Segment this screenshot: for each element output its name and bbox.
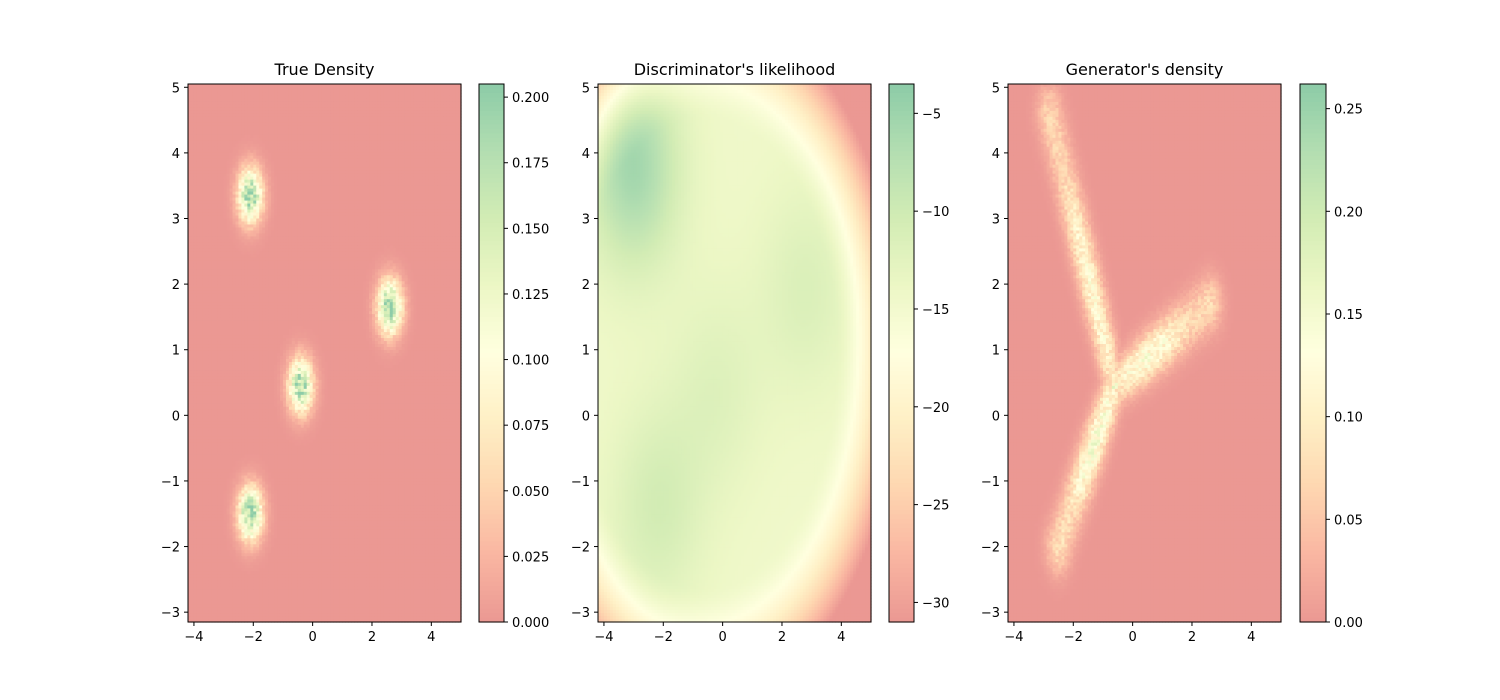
y-tick-label: 2 bbox=[172, 278, 180, 293]
x-tick-label: 2 bbox=[778, 630, 786, 645]
y-tick-label: 0 bbox=[582, 409, 590, 424]
colorbar-tick-label: 0.200 bbox=[512, 91, 549, 106]
colorbar-tick-label: −10 bbox=[922, 205, 949, 220]
colorbar-tick-label: 0.175 bbox=[512, 157, 549, 172]
colorbar-tick-label: 0.075 bbox=[512, 419, 549, 434]
x-tick-label: −4 bbox=[184, 630, 203, 645]
y-tick-label: −3 bbox=[981, 606, 1000, 621]
y-tick-label: 4 bbox=[582, 147, 590, 162]
y-tick-label: −2 bbox=[161, 541, 180, 556]
x-tick-label: 2 bbox=[1188, 630, 1196, 645]
x-tick-label: 4 bbox=[1247, 630, 1255, 645]
colorbar bbox=[889, 84, 914, 623]
y-tick-label: −2 bbox=[571, 541, 590, 556]
colorbar-tick-label: 0.125 bbox=[512, 288, 549, 303]
colorbar-tick-label: −30 bbox=[922, 596, 949, 611]
y-tick-label: 1 bbox=[172, 344, 180, 359]
colorbar bbox=[1300, 84, 1326, 623]
y-tick-label: 5 bbox=[992, 81, 1000, 96]
y-tick-label: −2 bbox=[981, 541, 1000, 556]
y-tick-label: 1 bbox=[582, 344, 590, 359]
plot-title: Discriminator's likelihood bbox=[634, 60, 836, 79]
y-tick-label: −1 bbox=[571, 475, 590, 490]
heatmap-cells bbox=[598, 84, 872, 623]
x-tick-label: 0 bbox=[308, 630, 316, 645]
x-tick-label: −2 bbox=[1064, 630, 1083, 645]
plot-title: Generator's density bbox=[1066, 60, 1224, 79]
y-tick-label: −1 bbox=[161, 475, 180, 490]
colorbar-tick-label: −15 bbox=[922, 303, 949, 318]
x-tick-label: 0 bbox=[718, 630, 726, 645]
y-tick-label: −3 bbox=[571, 606, 590, 621]
colorbar bbox=[479, 84, 504, 623]
x-tick-label: −2 bbox=[654, 630, 673, 645]
colorbar-tick-label: 0.15 bbox=[1334, 308, 1363, 323]
colorbar-tick-label: 0.10 bbox=[1334, 411, 1363, 426]
y-tick-label: 3 bbox=[582, 213, 590, 228]
heatmap-cells bbox=[1008, 84, 1282, 623]
x-tick-label: 2 bbox=[368, 630, 376, 645]
colorbar-tick-label: 0.20 bbox=[1334, 205, 1363, 220]
y-tick-label: 5 bbox=[582, 81, 590, 96]
x-tick-label: 4 bbox=[837, 630, 845, 645]
y-tick-label: 3 bbox=[992, 213, 1000, 228]
y-tick-label: 0 bbox=[992, 409, 1000, 424]
x-tick-label: −2 bbox=[244, 630, 263, 645]
y-tick-label: 3 bbox=[172, 213, 180, 228]
colorbar-tick-label: 0.000 bbox=[512, 616, 549, 631]
y-tick-label: 2 bbox=[992, 278, 1000, 293]
colorbar-tick-label: 0.150 bbox=[512, 222, 549, 237]
colorbar-tick-label: 0.100 bbox=[512, 354, 549, 369]
colorbar-tick-label: 0.050 bbox=[512, 485, 549, 500]
y-tick-label: 1 bbox=[992, 344, 1000, 359]
colorbar-tick-label: −25 bbox=[922, 499, 949, 514]
colorbar-tick-label: 0.00 bbox=[1334, 616, 1363, 631]
colorbar-tick-label: 0.025 bbox=[512, 550, 549, 565]
y-tick-label: 5 bbox=[172, 81, 180, 96]
y-tick-label: 2 bbox=[582, 278, 590, 293]
y-tick-label: −1 bbox=[981, 475, 1000, 490]
colorbar-tick-label: 0.25 bbox=[1334, 103, 1363, 118]
x-tick-label: −4 bbox=[1004, 630, 1023, 645]
x-tick-label: 0 bbox=[1128, 630, 1136, 645]
x-tick-label: 4 bbox=[427, 630, 435, 645]
colorbar-tick-label: −20 bbox=[922, 401, 949, 416]
x-tick-label: −4 bbox=[594, 630, 613, 645]
colorbar-tick-label: −5 bbox=[922, 107, 941, 122]
heatmap-cells bbox=[188, 84, 462, 623]
y-tick-label: 0 bbox=[172, 409, 180, 424]
y-tick-label: −3 bbox=[161, 606, 180, 621]
plot-title: True Density bbox=[274, 60, 375, 79]
y-tick-label: 4 bbox=[992, 147, 1000, 162]
colorbar-tick-label: 0.05 bbox=[1334, 513, 1363, 528]
y-tick-label: 4 bbox=[172, 147, 180, 162]
